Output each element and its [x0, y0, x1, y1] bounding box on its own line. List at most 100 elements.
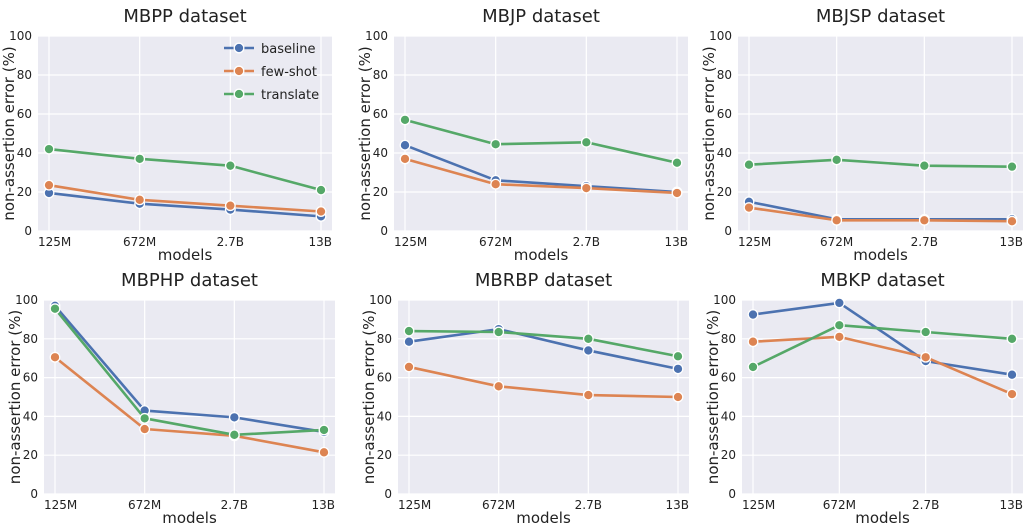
x-tick-label: 2.7B: [575, 498, 602, 512]
y-tick-label: 100: [15, 293, 38, 307]
x-tick-label: 13B: [308, 235, 332, 249]
data-point-few-shot: [671, 187, 683, 199]
data-point-baseline: [582, 344, 594, 356]
y-tick-label: 80: [717, 68, 732, 82]
data-point-few-shot: [493, 380, 505, 392]
y-tick-label: 100: [9, 29, 32, 43]
y-tick-label: 20: [373, 185, 388, 199]
series-line-translate: [751, 323, 1014, 369]
series-line-translate: [53, 307, 326, 437]
data-point-translate: [743, 159, 755, 171]
y-tick-label: 100: [713, 293, 736, 307]
series-line-few-shot: [53, 355, 326, 454]
data-point-few-shot: [672, 391, 684, 403]
legend-marker-few-shot: [233, 65, 245, 77]
x-tick-label: 672M: [123, 235, 156, 249]
y-axis-label: non-assertion error (%): [0, 46, 18, 220]
y-tick-label: 40: [717, 146, 732, 160]
y-tick-label: 0: [24, 224, 32, 238]
chart-panel: 0 20 40 60 80 100 125M 672M 2.7B 13B MBRBP dataset…: [360, 270, 689, 525]
y-tick-label: 20: [717, 185, 732, 199]
y-tick-label: 0: [384, 487, 392, 501]
chart-panel: 0 20 40 60 80 100 125M 672M 2.7B 13B MBKP dataset m…: [704, 270, 1023, 525]
x-tick-label: 2.7B: [573, 235, 600, 249]
series-line-baseline: [403, 143, 679, 194]
y-tick-label: 80: [23, 332, 38, 346]
x-tick-label: 2.7B: [912, 498, 939, 512]
legend-marker-baseline: [233, 42, 245, 54]
x-tick-label: 672M: [482, 498, 515, 512]
data-point-few-shot: [315, 206, 327, 217]
y-tick-label: 60: [717, 107, 732, 121]
data-point-translate: [315, 184, 327, 196]
chart-title: MBJP dataset: [482, 6, 600, 27]
x-axis-label: models: [853, 246, 908, 264]
data-point-few-shot: [43, 179, 55, 191]
y-tick-label: 100: [369, 293, 392, 307]
series-line-few-shot: [47, 183, 323, 213]
y-tick-label: 80: [373, 68, 388, 82]
y-tick-label: 20: [377, 448, 392, 462]
y-tick-label: 40: [721, 409, 736, 423]
x-axis-label: models: [855, 509, 910, 525]
data-point-few-shot: [582, 389, 594, 401]
data-point-translate: [831, 154, 843, 166]
data-point-few-shot: [1006, 215, 1018, 227]
x-tick-label: 125M: [742, 498, 775, 512]
series-line-baseline: [47, 191, 323, 218]
y-tick-label: 60: [721, 371, 736, 385]
plot-background: [394, 36, 688, 231]
x-tick-label: 125M: [38, 235, 71, 249]
y-axis-label: non-assertion error (%): [704, 310, 722, 484]
chart-panel: 0 20 40 60 80 100 125M 672M 2.7B 13B MBPP dataset m…: [0, 6, 332, 264]
y-tick-label: 80: [377, 332, 392, 346]
series-line-baseline: [407, 327, 680, 371]
chart-title: MBRBP dataset: [475, 270, 612, 291]
x-tick-label: 13B: [664, 235, 688, 249]
data-point-translate: [918, 160, 930, 172]
data-point-translate: [672, 350, 684, 362]
chart-panel: 0 20 40 60 80 100 125M 672M 2.7B 13B MBJSP dataset…: [700, 6, 1023, 264]
series-line-translate: [747, 158, 1014, 168]
y-tick-label: 40: [23, 409, 38, 423]
plot-background: [738, 36, 1023, 231]
data-point-translate: [747, 361, 759, 373]
data-point-few-shot: [403, 361, 415, 373]
x-tick-label: 13B: [999, 235, 1023, 249]
series-line-baseline: [751, 301, 1014, 376]
x-tick-label: 13B: [999, 498, 1023, 512]
chart-title: MBJSP dataset: [816, 6, 945, 27]
y-tick-label: 100: [365, 29, 388, 43]
data-point-baseline: [399, 139, 411, 151]
data-point-baseline: [228, 411, 240, 423]
y-tick-label: 0: [30, 487, 38, 501]
data-point-few-shot: [747, 336, 759, 348]
data-point-translate: [920, 326, 932, 338]
x-tick-label: 13B: [311, 498, 335, 512]
x-tick-label: 2.7B: [911, 235, 938, 249]
data-point-translate: [399, 114, 411, 126]
chart-title: MBKP dataset: [820, 270, 944, 291]
data-point-translate: [224, 160, 236, 172]
y-tick-label: 40: [377, 409, 392, 423]
series-line-few-shot: [407, 365, 680, 399]
y-tick-label: 20: [721, 448, 736, 462]
data-point-translate: [490, 138, 502, 150]
x-tick-label: 672M: [823, 498, 856, 512]
y-tick-label: 80: [17, 68, 32, 82]
legend-label-translate: translate: [261, 88, 319, 103]
y-tick-label: 20: [17, 185, 32, 199]
y-tick-label: 20: [23, 448, 38, 462]
y-tick-label: 40: [17, 146, 32, 160]
chart-title: MBPP dataset: [123, 6, 246, 27]
legend: baseline few-shot translate: [224, 42, 319, 103]
data-point-translate: [671, 157, 683, 169]
data-point-few-shot: [920, 351, 932, 363]
y-tick-label: 0: [728, 487, 736, 501]
y-tick-label: 40: [373, 146, 388, 160]
x-tick-label: 125M: [738, 235, 771, 249]
y-axis-label: non-assertion error (%): [6, 310, 24, 484]
data-point-baseline: [747, 309, 759, 321]
y-tick-label: 60: [377, 371, 392, 385]
legend-marker-translate: [233, 88, 245, 100]
